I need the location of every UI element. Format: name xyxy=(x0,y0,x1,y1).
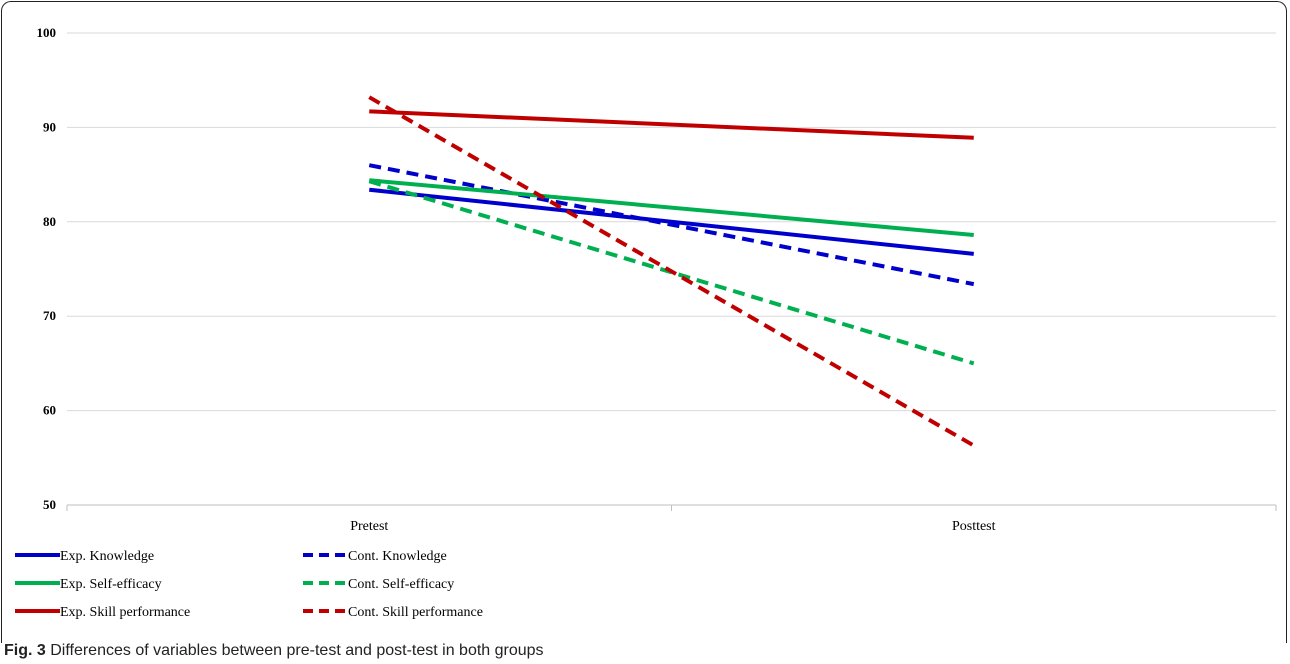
series-line-exp-skill-performance xyxy=(369,109,974,140)
x-tick-label-posttest: Posttest xyxy=(952,519,996,534)
figure-caption: Fig. 3 Differences of variables between … xyxy=(4,642,1284,664)
y-tick-label-80: 80 xyxy=(43,214,56,229)
x-axis: Pretest Posttest xyxy=(66,505,1277,534)
y-tick-label-70: 70 xyxy=(43,308,56,323)
legend-label-cont-skill-performance: Cont. Skill performance xyxy=(348,605,483,620)
series-line-cont-knowledge xyxy=(368,163,975,287)
y-tick-label-50: 50 xyxy=(43,497,56,512)
series-line-exp-self-efficacy xyxy=(369,178,974,238)
legend: Exp. Knowledge Cont. Knowledge Exp. Self-e… xyxy=(15,549,483,620)
figure-frame xyxy=(1,1,1287,643)
y-tick-label-90: 90 xyxy=(43,119,56,134)
figure-number: Fig. 3 xyxy=(4,642,46,659)
y-tick-label-100: 100 xyxy=(37,25,57,40)
series-line-cont-skill-performance xyxy=(368,95,975,448)
line-chart: 50 60 70 80 90 100 Pretest Posttest Exp. Knowl… xyxy=(15,25,1277,620)
caption-text: Differences of variables between pre-tes… xyxy=(50,642,544,659)
legend-label-cont-self-efficacy: Cont. Self-efficacy xyxy=(348,577,454,592)
legend-label-exp-knowledge: Exp. Knowledge xyxy=(60,549,154,564)
series-lines xyxy=(368,95,975,448)
legend-label-exp-self-efficacy: Exp. Self-efficacy xyxy=(60,577,162,592)
series-line-exp-knowledge xyxy=(369,187,974,256)
y-axis-ticks: 50 60 70 80 90 100 xyxy=(37,25,57,512)
gridlines xyxy=(67,32,1276,506)
legend-label-cont-knowledge: Cont. Knowledge xyxy=(348,549,447,564)
y-tick-label-60: 60 xyxy=(43,403,56,418)
x-tick-label-pretest: Pretest xyxy=(350,519,388,534)
legend-label-exp-skill-performance: Exp. Skill performance xyxy=(60,605,190,620)
